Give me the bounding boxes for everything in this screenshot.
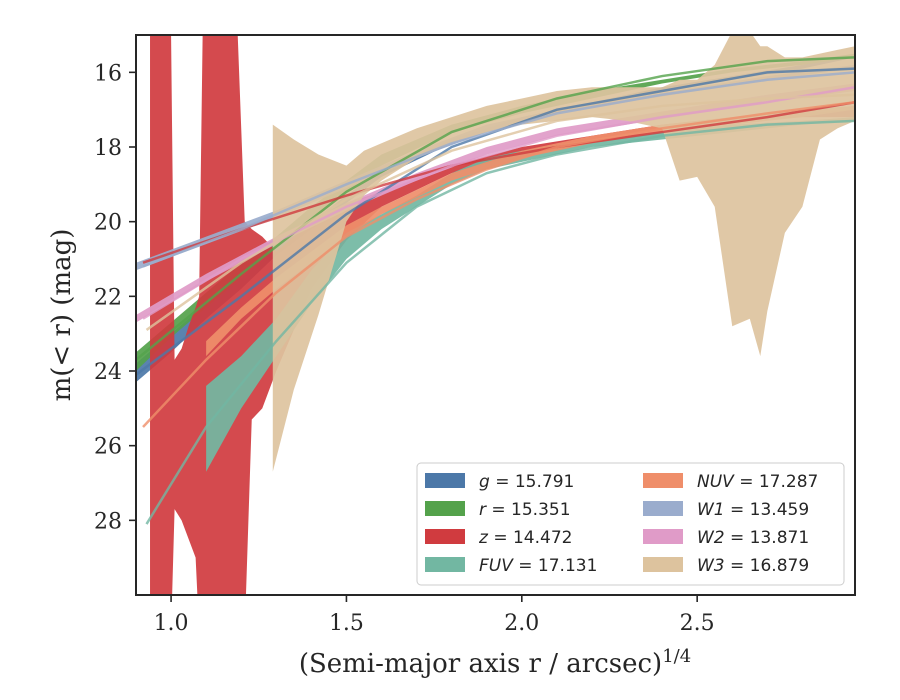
legend-label-w1: W1 = 13.459 <box>697 500 809 520</box>
plot-frame <box>135 34 856 596</box>
fit-line-nuv <box>142 100 855 428</box>
legend-label-w3: W3 = 16.879 <box>697 556 809 576</box>
y-tick-label: 16 <box>94 61 122 86</box>
x-tick-label: 2.0 <box>504 611 539 636</box>
legend-swatch-w3 <box>643 557 683 572</box>
legend-swatch-w1 <box>643 501 683 516</box>
y-tick-label: 22 <box>94 285 122 310</box>
y-axis-label: m(< r) (mag) <box>47 229 77 402</box>
y-tick-label: 20 <box>94 211 122 236</box>
y-tick-label: 24 <box>94 360 122 385</box>
legend-label-nuv: NUV = 17.287 <box>697 472 818 492</box>
legend-swatch-w2 <box>643 529 683 544</box>
fit-line-w1 <box>142 71 855 268</box>
legend-label-g: g = 15.791 <box>479 472 574 492</box>
band-w3 <box>272 35 855 472</box>
fit-line-r <box>136 56 855 361</box>
legend-swatch-z <box>425 529 465 544</box>
legend-swatch-r <box>425 501 465 516</box>
legend: g = 15.791 r = 15.351 z = 14.472 FUV = 17.1… <box>416 462 845 586</box>
legend-swatch-nuv <box>643 473 683 488</box>
fit-line-w2 <box>142 86 855 320</box>
legend-swatch-fuv <box>425 557 465 572</box>
x-tick-label: 2.5 <box>680 611 715 636</box>
legend-swatch-g <box>425 473 465 488</box>
x-axis-label: (Semi-major axis r / arcsec)1/4 <box>299 646 691 679</box>
legend-label-r: r = 15.351 <box>479 500 571 520</box>
x-tick-label: 1.0 <box>154 611 189 636</box>
legend-label-z: z = 14.472 <box>478 528 572 548</box>
legend-label-fuv: FUV = 17.131 <box>479 556 597 576</box>
legend-label-w2: W2 = 13.871 <box>697 528 809 548</box>
legend-frame <box>416 462 845 586</box>
y-tick-label: 26 <box>94 435 122 460</box>
x-tick-label: 1.5 <box>329 611 364 636</box>
fit-line-z <box>142 100 855 264</box>
y-tick-label: 18 <box>94 136 122 161</box>
fit-line-fuv <box>145 119 855 525</box>
fits-layer <box>136 56 855 525</box>
fit-line-w3 <box>145 93 855 331</box>
ticks-layer: 1.0 1.5 2.0 2.5 16 18 20 22 24 26 28 <box>94 61 715 636</box>
y-tick-label: 28 <box>94 509 122 534</box>
